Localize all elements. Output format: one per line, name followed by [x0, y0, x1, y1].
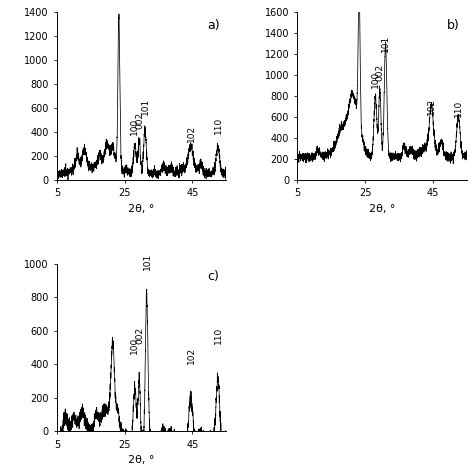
Text: 101: 101: [141, 98, 150, 115]
Text: 110: 110: [214, 117, 223, 134]
X-axis label: 2θ, °: 2θ, °: [128, 203, 155, 213]
X-axis label: 2θ, °: 2θ, °: [369, 203, 395, 213]
Text: 110: 110: [454, 100, 463, 117]
Text: 101: 101: [143, 253, 152, 270]
Text: 002: 002: [135, 112, 144, 129]
Text: 100: 100: [130, 337, 139, 354]
Text: 102: 102: [187, 347, 196, 364]
X-axis label: 2θ, °: 2θ, °: [128, 455, 155, 465]
Text: 102: 102: [187, 125, 196, 143]
Text: 100: 100: [130, 118, 139, 135]
Text: 101: 101: [382, 35, 391, 52]
Text: 100: 100: [371, 71, 380, 89]
Text: 110: 110: [214, 327, 223, 344]
Text: 002: 002: [135, 327, 144, 344]
Text: 102: 102: [427, 98, 436, 115]
Text: b): b): [447, 18, 460, 32]
Text: 002: 002: [375, 64, 384, 81]
Text: c): c): [208, 270, 219, 283]
Text: a): a): [207, 18, 219, 32]
